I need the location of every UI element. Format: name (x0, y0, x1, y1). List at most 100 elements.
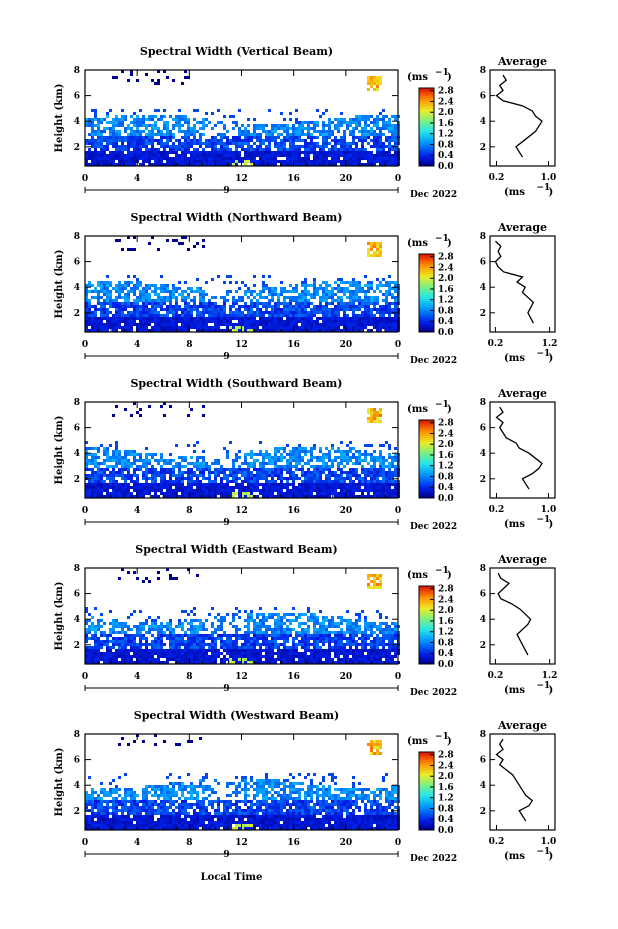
heatmap-cell (343, 121, 346, 124)
heatmap-cell (163, 625, 166, 628)
heatmap-cell (328, 326, 331, 329)
heatmap-cell (160, 302, 163, 305)
heatmap-cell (235, 160, 238, 163)
heatmap-cell (160, 622, 163, 625)
heatmap-cell (91, 284, 94, 287)
heatmap-cell (325, 145, 328, 148)
heatmap-cell (196, 290, 199, 293)
heatmap-cell (118, 655, 121, 658)
heatmap-cell (250, 157, 253, 160)
heatmap-cell (112, 640, 115, 643)
heatmap-cell (232, 329, 235, 332)
heatmap-cell (196, 121, 199, 124)
heatmap-cell (376, 308, 379, 311)
heatmap-cell (157, 82, 160, 85)
heatmap-cell (298, 447, 301, 450)
heatmap-cell (304, 462, 307, 465)
heatmap-cell (100, 326, 103, 329)
heatmap-cell (148, 489, 151, 492)
heatmap-cell (376, 85, 379, 88)
heatmap-cell (268, 148, 271, 151)
heatmap-cell (394, 305, 397, 308)
heatmap-cell (283, 142, 286, 145)
heatmap-cell (232, 459, 235, 462)
heatmap-cell (250, 471, 253, 474)
heatmap-cell (307, 163, 310, 166)
heatmap-cell (97, 486, 100, 489)
heatmap-cell (157, 314, 160, 317)
heatmap-cell (133, 160, 136, 163)
heatmap-cell (109, 459, 112, 462)
heatmap-cell (259, 314, 262, 317)
heatmap-cell (220, 323, 223, 326)
heatmap-cell (139, 661, 142, 664)
heatmap-cell (208, 151, 211, 154)
heatmap-cell (337, 160, 340, 163)
heatmap-cell (277, 486, 280, 489)
heatmap-cell (370, 139, 373, 142)
heatmap-cell (244, 142, 247, 145)
heatmap-cell (154, 115, 157, 118)
heatmap-cell (157, 329, 160, 332)
heatmap-cell (184, 311, 187, 314)
heatmap-cell (367, 323, 370, 326)
heatmap-cell (274, 456, 277, 459)
colorbar-segment (419, 326, 434, 329)
colorbar-tick-label: 0.4 (438, 483, 454, 493)
heatmap-cell (148, 405, 151, 408)
heatmap-cell (136, 411, 139, 414)
heatmap-cell (157, 305, 160, 308)
heatmap-cell (97, 136, 100, 139)
heatmap-cell (109, 157, 112, 160)
heatmap-cell (304, 308, 307, 311)
heatmap-cell (112, 302, 115, 305)
heatmap-cell (376, 477, 379, 480)
heatmap-cell (394, 317, 397, 320)
panel-title: Spectral Width (Vertical Beam) (140, 45, 333, 58)
heatmap-cell (106, 314, 109, 317)
heatmap-cell (127, 317, 130, 320)
heatmap-cell (85, 640, 88, 643)
heatmap-cell (139, 489, 142, 492)
heatmap-cell (154, 139, 157, 142)
heatmap-cell (211, 139, 214, 142)
heatmap-cell (214, 462, 217, 465)
heatmap-cell (256, 459, 259, 462)
heatmap-cell (277, 323, 280, 326)
heatmap-cell (142, 477, 145, 480)
heatmap-cell (340, 320, 343, 323)
heatmap-cell (247, 492, 250, 495)
heatmap-cell (157, 640, 160, 643)
heatmap-cell (241, 320, 244, 323)
heatmap-cell (265, 450, 268, 453)
colorbar-segment (419, 298, 434, 302)
heatmap-cell (244, 462, 247, 465)
heatmap-cell (331, 471, 334, 474)
heatmap-cell (283, 477, 286, 480)
heatmap-cell (379, 456, 382, 459)
heatmap-cell (100, 281, 103, 284)
heatmap-cell (154, 163, 157, 166)
heatmap-cell (253, 148, 256, 151)
heatmap-cell (373, 314, 376, 317)
heatmap-cell (91, 290, 94, 293)
heatmap-cell (232, 465, 235, 468)
heatmap-cell (217, 139, 220, 142)
heatmap-cell (379, 112, 382, 115)
heatmap-cell (322, 145, 325, 148)
heatmap-cell (316, 109, 319, 112)
heatmap-cell (388, 329, 391, 332)
heatmap-cell (139, 326, 142, 329)
heatmap-cell (193, 492, 196, 495)
heatmap-cell (292, 447, 295, 450)
heatmap-cell (253, 480, 256, 483)
heatmap-cell (175, 151, 178, 154)
heatmap-cell (373, 299, 376, 302)
heatmap-cell (148, 483, 151, 486)
heatmap-cell (118, 308, 121, 311)
heatmap-cell (349, 118, 352, 121)
heatmap-cell (256, 136, 259, 139)
heatmap-cell (379, 311, 382, 314)
heatmap-cell (160, 320, 163, 323)
heatmap-cell (91, 329, 94, 332)
